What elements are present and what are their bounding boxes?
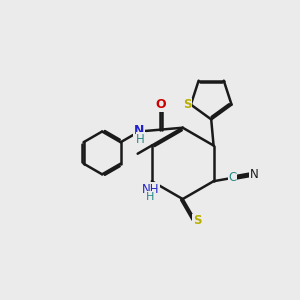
Text: C: C [229,171,237,184]
Text: S: S [183,98,191,111]
Text: O: O [155,98,166,112]
Text: NH: NH [142,183,159,196]
Text: H: H [146,192,154,202]
Text: H: H [136,133,145,146]
Text: S: S [193,214,202,227]
Text: N: N [134,124,144,137]
Text: N: N [250,168,259,181]
